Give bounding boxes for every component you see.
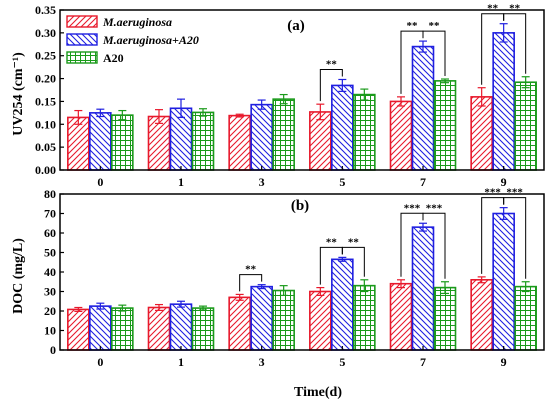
legend-swatch [66,51,98,64]
bar [411,226,435,351]
x-tick-label: 7 [420,175,426,189]
y-axis-title: UV254 (cm⁻¹) [11,52,26,136]
significance-label: ** [509,3,521,15]
x-tick-label: 0 [97,175,103,189]
bar [331,258,354,351]
bar [470,278,493,351]
bar [67,308,90,351]
y-tick-label: 50 [44,246,56,260]
x-tick-label: 3 [259,175,265,189]
significance-label: *** [484,187,501,199]
significance-bracket [422,30,446,77]
significance-bracket [341,246,365,277]
bar [89,112,112,171]
bar [191,307,215,351]
y-tick-label: 60 [44,226,56,240]
bar [111,114,134,171]
legend-label: M.aeruginosa+A20 [102,33,199,47]
significance-bracket [239,274,263,292]
bar [309,111,332,171]
bar [433,80,457,171]
bar [67,116,90,171]
significance-label: ** [429,20,441,32]
bar [228,296,251,351]
bar [353,93,376,171]
x-tick-label: 1 [178,175,184,189]
bar [470,96,493,171]
significance-label: ** [326,236,338,248]
y-tick-label: 0.15 [35,94,56,108]
significance-bracket [422,212,446,279]
significance-label: ** [348,236,360,248]
bar [389,282,413,351]
bar [309,290,332,351]
x-tick-label: 5 [339,175,345,189]
significance-label: *** [506,187,523,199]
y-tick-label: 80 [44,187,56,201]
significance-label: ** [487,3,499,15]
bar [411,45,435,171]
bar [389,100,413,171]
y-tick-label: 0.20 [35,72,56,86]
legend-label: M.aeruginosa [102,15,172,29]
bar [169,303,193,351]
panel-label: (b) [291,198,309,214]
x-tick-label: 0 [97,355,103,369]
y-tick-label: 0.10 [35,117,56,131]
y-axis-title: DOC (mg/L) [11,238,26,314]
significance-label: *** [404,202,421,214]
bar [514,285,537,351]
bar [147,115,171,171]
y-tick-label: 0.00 [35,163,56,177]
bar [191,111,215,171]
y-tick-label: 20 [44,304,56,318]
bar [353,284,376,351]
bar [250,285,273,351]
significance-bracket [319,68,343,102]
bar [250,103,273,171]
y-tick-label: 40 [44,265,56,279]
bar [272,289,295,351]
y-tick-label: 70 [44,207,56,221]
x-axis-title: Time(d) [294,385,342,400]
bar [433,286,457,351]
y-tick-label: 0.05 [35,140,56,154]
y-tick-label: 0 [50,343,56,357]
bar [228,114,251,171]
bar [492,32,515,171]
legend-swatch [66,33,98,46]
significance-bracket [503,197,527,279]
panel-label: (a) [287,18,305,34]
bar [89,305,112,351]
x-tick-label: 9 [501,175,507,189]
significance-label: *** [426,202,443,214]
bar [111,307,134,351]
y-tick-label: 30 [44,285,56,299]
significance-label: ** [326,58,338,70]
significance-label: ** [245,264,257,276]
legend-label: A20 [103,51,124,65]
plot-frame [59,9,545,171]
y-tick-label: 0.25 [35,49,56,63]
significance-bracket [503,13,527,74]
x-tick-label: 9 [501,355,507,369]
y-tick-label: 0.30 [35,26,56,40]
uv254-panel: ** ** ** ** ** 0.00 0.05 0.10 0.15 0.20 0.25 0.30 0.… [11,3,545,189]
bar [492,212,515,351]
x-tick-label: 1 [178,355,184,369]
y-tick-label: 10 [44,324,56,338]
x-tick-label: 7 [420,355,426,369]
bar [514,81,537,171]
legend-swatch [66,15,98,28]
x-tick-label: 5 [339,355,345,369]
x-tick-label: 3 [259,355,265,369]
bar [331,84,354,171]
bar [272,98,295,171]
y-tick-label: 0.35 [35,3,56,17]
significance-label: ** [407,20,419,32]
bar [147,306,171,351]
